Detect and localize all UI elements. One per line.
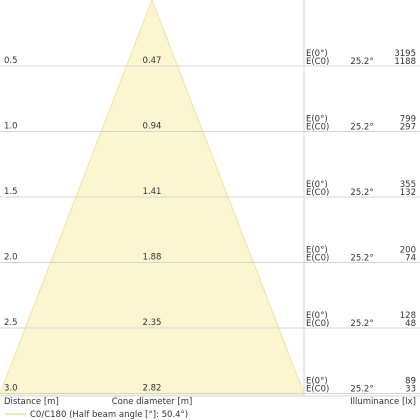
cone-diameter-value: 0.94	[143, 122, 162, 132]
ec0-label: E(C0)	[306, 385, 329, 395]
distance-label: 1.0	[4, 122, 18, 132]
cone-diameter-value: 2.35	[143, 318, 162, 328]
cone-diameter-value: 0.47	[143, 56, 162, 66]
cone-diameter-value: 2.82	[143, 384, 162, 394]
half-angle-value: 25.2°	[350, 319, 373, 329]
grid-lines	[0, 0, 420, 397]
e0-label: E(0°)	[306, 377, 328, 387]
distance-label: 2.5	[4, 318, 18, 328]
e0-label: E(0°)	[306, 180, 328, 190]
ec0-label: E(C0)	[306, 188, 329, 198]
e0-value: 3195	[394, 49, 416, 59]
e0-value: 200	[400, 246, 416, 256]
ec0-label: E(C0)	[306, 319, 329, 329]
distance-label: 2.0	[4, 253, 18, 263]
ec0-value: 1188	[394, 57, 416, 67]
distance-label: 1.5	[4, 187, 18, 197]
e0-label: E(0°)	[306, 311, 328, 321]
legend-entry: C0/C180 (Half beam angle [°]: 50.4°)	[30, 410, 188, 420]
distance-label: 3.0	[4, 384, 18, 394]
half-angle-value: 25.2°	[350, 123, 373, 133]
cone-diameter-value: 1.41	[143, 187, 162, 197]
ec0-label: E(C0)	[306, 123, 329, 133]
e0-value: 128	[400, 311, 416, 321]
e0-value: 355	[400, 180, 416, 190]
ec0-value: 33	[405, 385, 416, 395]
e0-label: E(0°)	[306, 246, 328, 256]
half-angle-value: 25.2°	[350, 254, 373, 264]
ec0-value: 74	[405, 254, 416, 264]
e0-label: E(0°)	[306, 49, 328, 59]
ec0-value: 48	[405, 319, 416, 329]
cone-diameter-label: Cone diameter [m]	[112, 397, 193, 407]
e0-value: 89	[405, 377, 416, 387]
half-angle-value: 25.2°	[350, 57, 373, 67]
e0-label: E(0°)	[306, 115, 328, 125]
illuminance-label: Illuminance [lx]	[350, 397, 416, 407]
ec0-label: E(C0)	[306, 57, 329, 67]
distance-label: 0.5	[4, 56, 18, 66]
cone-diameter-value: 1.88	[143, 253, 162, 263]
ec0-value: 297	[400, 123, 416, 133]
footer: Distance [m] Cone diameter [m] Illuminan…	[4, 397, 416, 420]
ec0-label: E(C0)	[306, 254, 329, 264]
ec0-value: 132	[400, 188, 416, 198]
x-axis-label: Distance [m]	[4, 397, 59, 407]
e0-value: 799	[400, 115, 416, 125]
half-angle-value: 25.2°	[350, 385, 373, 395]
half-angle-value: 25.2°	[350, 188, 373, 198]
